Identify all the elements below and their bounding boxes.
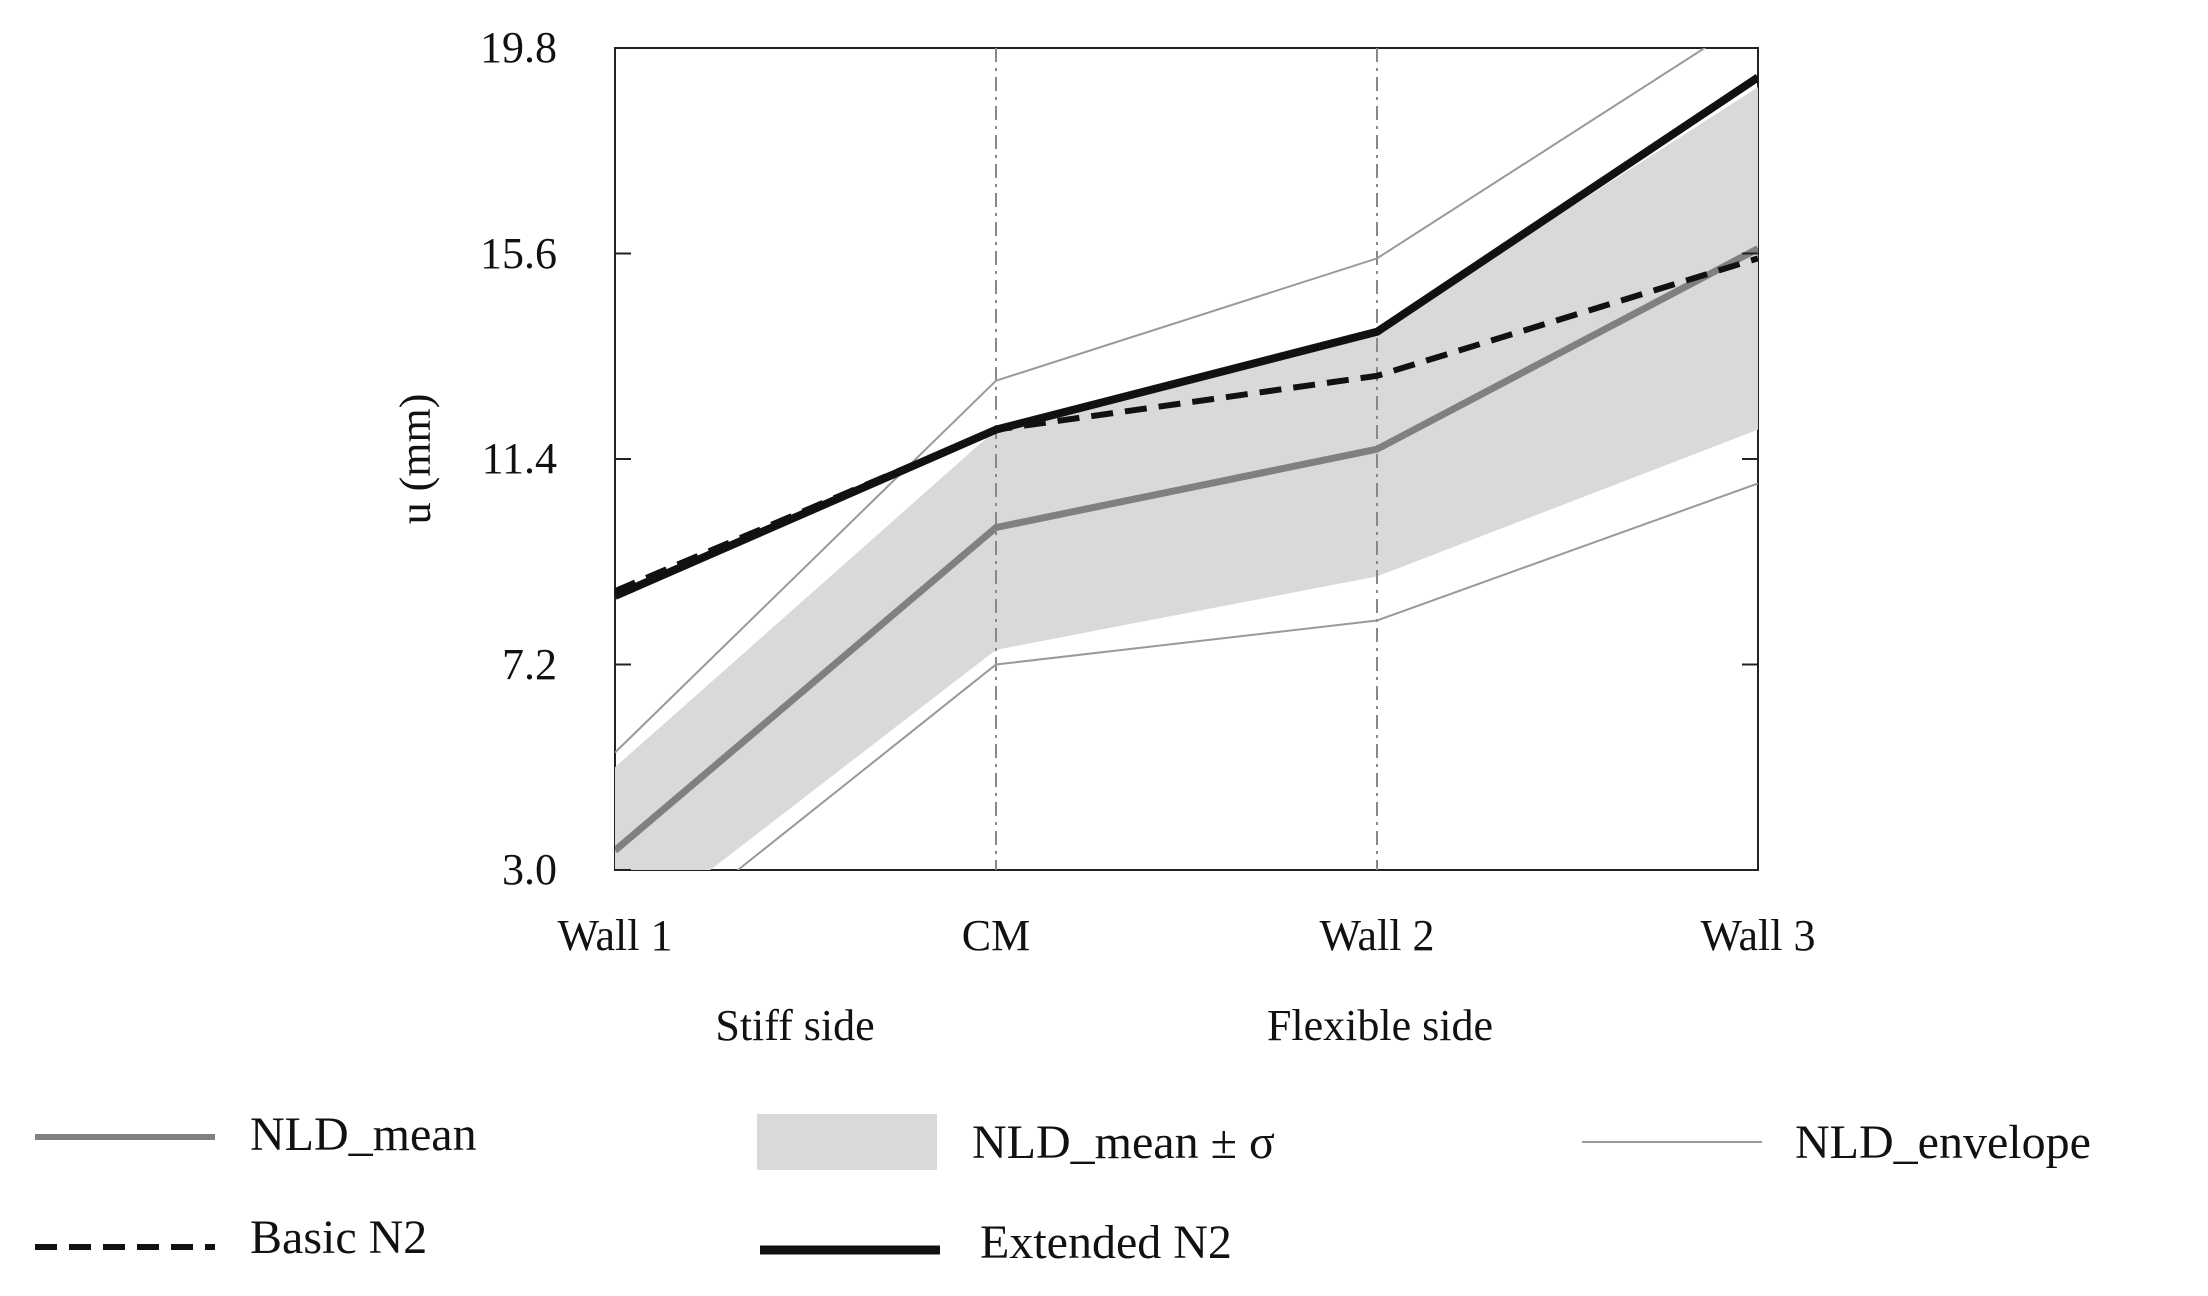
y-tick-label-2: 11.4 (482, 434, 557, 483)
y-tick-label-3: 15.6 (480, 229, 557, 278)
x-tick-label-wall-1: Wall 1 (558, 911, 673, 960)
x-tick-label-cm: CM (962, 911, 1030, 960)
legend: NLD_mean NLD_mean ± σ NLD_envelope Basic… (35, 1108, 2091, 1269)
legend-label-extended-n2: Extended N2 (980, 1216, 1232, 1269)
region-label-stiff: Stiff side (715, 1001, 874, 1050)
series-nld-mean (615, 245, 1758, 854)
y-tick-label-4: 19.8 (480, 23, 557, 72)
y-tick-label-1: 7.2 (502, 640, 557, 689)
y-axis-label: u (mm) (391, 394, 440, 525)
legend-swatch-nld-band (757, 1114, 937, 1170)
series-nld-envelope-upper (615, 48, 1707, 754)
region-label-flexible: Flexible side (1267, 1001, 1493, 1050)
x-tick-label-wall-2: Wall 2 (1320, 911, 1435, 960)
series-extended-n2 (615, 74, 1758, 600)
legend-label-nld-mean: NLD_mean (250, 1108, 477, 1161)
y-tick-label-0: 3.0 (502, 845, 557, 894)
legend-label-nld-envelope: NLD_envelope (1795, 1116, 2091, 1169)
legend-label-basic-n2: Basic N2 (250, 1211, 427, 1264)
series-nld-envelope-lower (736, 482, 1758, 870)
series-nld-mean-sigma-band (615, 87, 1758, 870)
legend-label-nld-band: NLD_mean ± σ (972, 1116, 1275, 1169)
x-tick-label-wall-3: Wall 3 (1701, 911, 1816, 960)
